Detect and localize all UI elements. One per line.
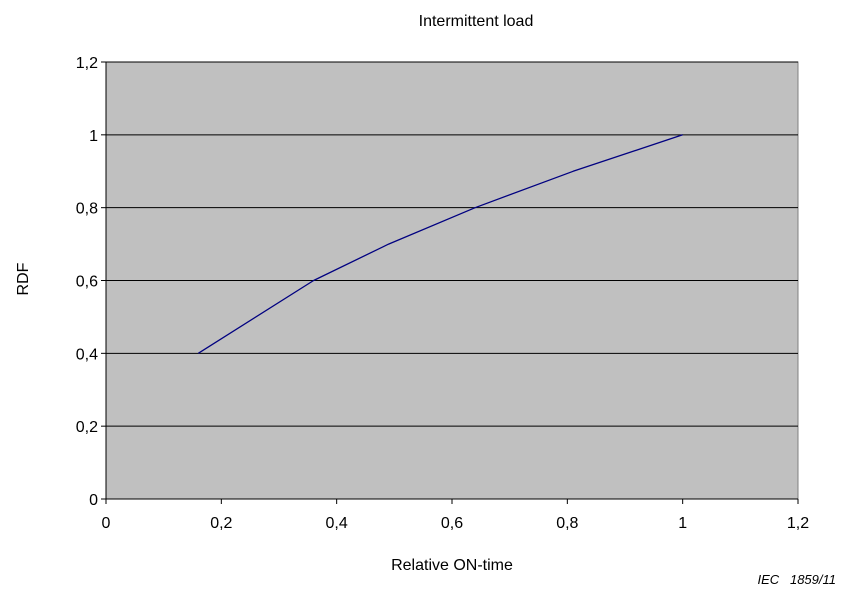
y-axis-label: RDF: [15, 262, 32, 295]
y-tick-label: 1: [89, 128, 98, 145]
y-tick-label: 0,6: [76, 274, 98, 291]
y-tick-label: 0,2: [76, 419, 98, 436]
x-axis-label: Relative ON-time: [391, 557, 513, 574]
x-tick-label: 0,4: [326, 515, 348, 532]
x-tick-label: 0,6: [441, 515, 463, 532]
x-tick-label: 0: [102, 515, 111, 532]
y-tick-label: 0: [89, 492, 98, 509]
x-tick-label: 1,2: [787, 515, 809, 532]
y-tick-label: 0,4: [76, 346, 98, 363]
series-line: [197, 134, 683, 354]
gridlines: [106, 61, 798, 427]
x-tick-label: 0,2: [210, 515, 232, 532]
y-tick-labels: 0 0,2 0,4 0,6 0,8 1 1,2: [76, 55, 98, 509]
figure-reference-label: IEC 1859/11: [757, 572, 836, 587]
chart-title: Intermittent load: [419, 13, 534, 30]
axes: [101, 61, 799, 504]
y-tick-label: 0,8: [76, 201, 98, 218]
y-tick-label: 1,2: [76, 55, 98, 72]
series-group: [197, 134, 683, 354]
x-tick-label: 1: [678, 515, 687, 532]
x-tick-label: 0,8: [556, 515, 578, 532]
x-tick-labels: 0 0,2 0,4 0,6 0,8 1 1,2: [102, 515, 810, 532]
